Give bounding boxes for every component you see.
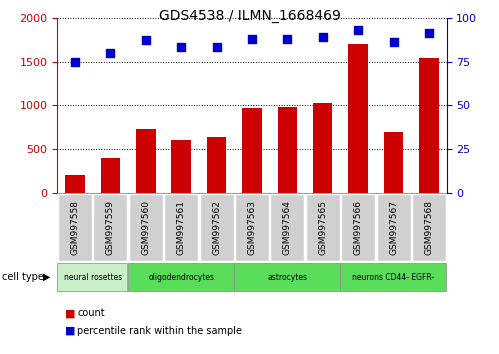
Text: neural rosettes: neural rosettes: [64, 273, 122, 281]
Text: GSM997559: GSM997559: [106, 200, 115, 255]
Bar: [306, 194, 340, 261]
Text: GSM997568: GSM997568: [425, 200, 434, 255]
Text: percentile rank within the sample: percentile rank within the sample: [77, 326, 243, 336]
Bar: [172, 140, 191, 193]
Bar: [313, 103, 332, 193]
Bar: [384, 132, 403, 193]
Text: GDS4538 / ILMN_1668469: GDS4538 / ILMN_1668469: [159, 9, 340, 23]
Bar: [270, 194, 304, 261]
Bar: [377, 194, 411, 261]
Text: GSM997560: GSM997560: [141, 200, 150, 255]
Point: [319, 34, 327, 40]
Text: GSM997564: GSM997564: [283, 200, 292, 255]
Text: GSM997567: GSM997567: [389, 200, 398, 255]
Bar: [93, 194, 127, 261]
Bar: [65, 176, 85, 193]
Bar: [243, 108, 261, 193]
Text: ▶: ▶: [42, 272, 50, 282]
Text: cell type: cell type: [2, 272, 44, 282]
Bar: [412, 194, 446, 261]
Text: GSM997565: GSM997565: [318, 200, 327, 255]
Bar: [128, 263, 234, 291]
Bar: [200, 194, 234, 261]
Point: [177, 45, 185, 50]
Bar: [235, 263, 340, 291]
Bar: [341, 194, 375, 261]
Point: [142, 38, 150, 43]
Bar: [235, 194, 269, 261]
Point: [213, 45, 221, 50]
Bar: [57, 263, 127, 291]
Text: ■: ■: [65, 308, 75, 318]
Text: GSM997562: GSM997562: [212, 200, 221, 255]
Text: neurons CD44- EGFR-: neurons CD44- EGFR-: [352, 273, 435, 281]
Bar: [136, 129, 156, 193]
Point: [71, 59, 79, 64]
Point: [354, 27, 362, 33]
Bar: [164, 194, 198, 261]
Bar: [101, 158, 120, 193]
Point: [106, 50, 114, 56]
Bar: [340, 263, 446, 291]
Text: GSM997563: GSM997563: [248, 200, 256, 255]
Point: [390, 39, 398, 45]
Text: GSM997561: GSM997561: [177, 200, 186, 255]
Point: [248, 36, 256, 41]
Text: ■: ■: [65, 326, 75, 336]
Bar: [348, 44, 368, 193]
Text: count: count: [77, 308, 105, 318]
Bar: [277, 107, 297, 193]
Text: GSM997566: GSM997566: [354, 200, 363, 255]
Bar: [207, 137, 227, 193]
Bar: [419, 58, 439, 193]
Bar: [58, 194, 92, 261]
Text: GSM997558: GSM997558: [70, 200, 79, 255]
Bar: [129, 194, 163, 261]
Point: [283, 36, 291, 41]
Point: [425, 31, 433, 36]
Text: oligodendrocytes: oligodendrocytes: [148, 273, 214, 281]
Text: astrocytes: astrocytes: [267, 273, 307, 281]
